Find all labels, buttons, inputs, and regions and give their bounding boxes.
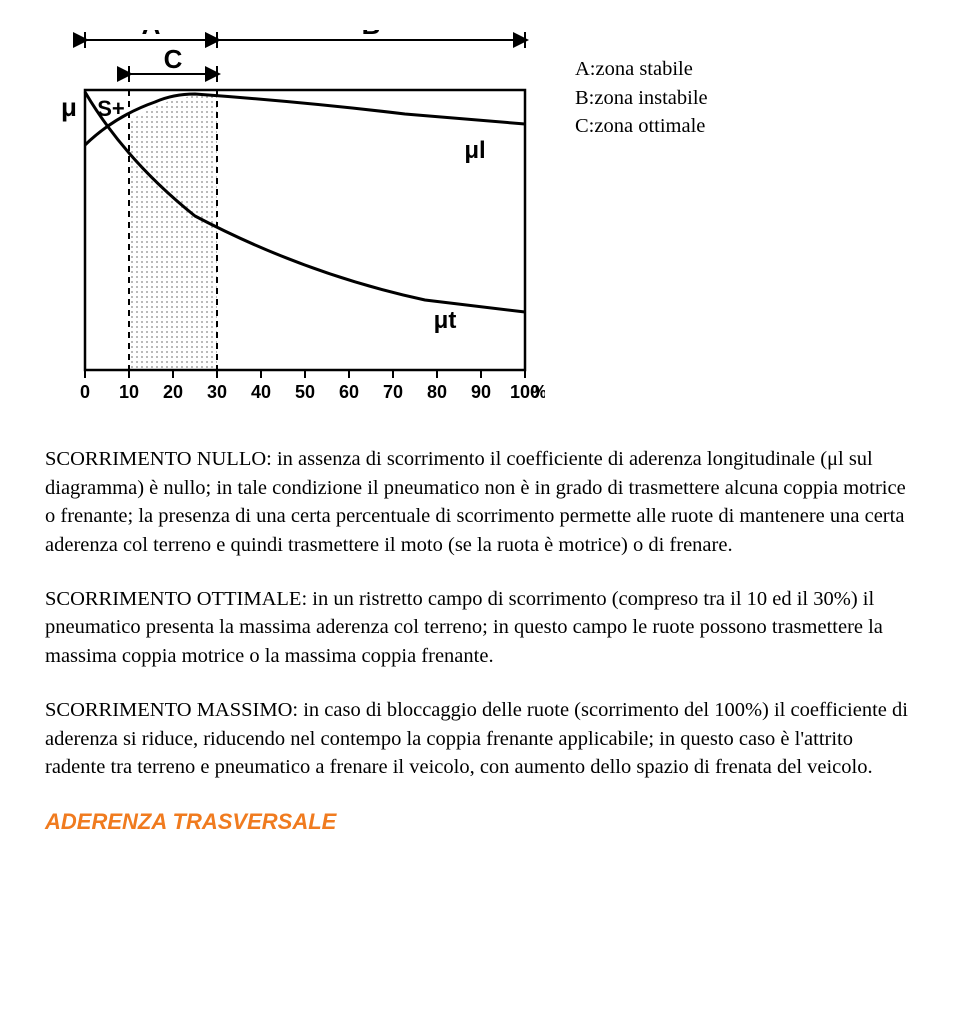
para-massimo: SCORRIMENTO MASSIMO: in caso di bloccagg… bbox=[45, 696, 915, 782]
svg-text:B: B bbox=[362, 30, 381, 40]
top-row: 0102030405060708090100%S ABCS+μμlμt A:zo… bbox=[45, 30, 915, 420]
svg-text:90: 90 bbox=[471, 382, 491, 402]
svg-text:30: 30 bbox=[207, 382, 227, 402]
svg-text:μ: μ bbox=[61, 92, 77, 122]
friction-slip-chart: 0102030405060708090100%S ABCS+μμlμt bbox=[45, 30, 545, 420]
heading-aderenza-trasversale: ADERENZA TRASVERSALE bbox=[45, 807, 915, 838]
svg-text:50: 50 bbox=[295, 382, 315, 402]
para-nullo: SCORRIMENTO NULLO: in assenza di scorrim… bbox=[45, 445, 915, 560]
svg-text:10: 10 bbox=[119, 382, 139, 402]
svg-text:60: 60 bbox=[339, 382, 359, 402]
svg-text:80: 80 bbox=[427, 382, 447, 402]
svg-text:μl: μl bbox=[464, 137, 485, 164]
svg-text:70: 70 bbox=[383, 382, 403, 402]
legend-a: A:zona stabile bbox=[575, 55, 708, 84]
svg-text:μt: μt bbox=[434, 307, 457, 334]
svg-text:%: % bbox=[531, 382, 545, 402]
svg-text:A: A bbox=[142, 30, 161, 40]
svg-text:20: 20 bbox=[163, 382, 183, 402]
para-ottimale: SCORRIMENTO OTTIMALE: in un ristretto ca… bbox=[45, 585, 915, 671]
svg-text:C: C bbox=[164, 44, 183, 74]
svg-text:S+: S+ bbox=[97, 96, 125, 121]
legend-b: B:zona instabile bbox=[575, 84, 708, 113]
svg-text:0: 0 bbox=[80, 382, 90, 402]
legend-c: C:zona ottimale bbox=[575, 112, 708, 141]
svg-text:40: 40 bbox=[251, 382, 271, 402]
legend: A:zona stabile B:zona instabile C:zona o… bbox=[575, 55, 708, 141]
